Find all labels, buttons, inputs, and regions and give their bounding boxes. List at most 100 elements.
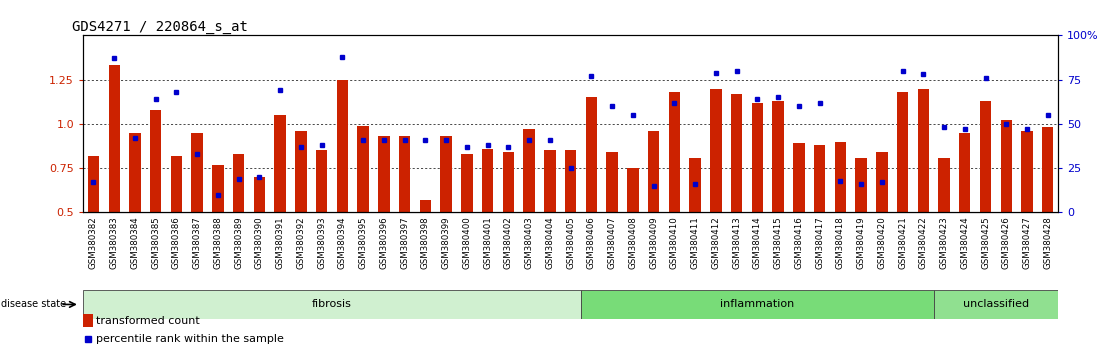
Text: GSM380409: GSM380409 [649, 216, 658, 269]
Bar [482, 149, 493, 212]
Text: GSM380408: GSM380408 [628, 216, 637, 269]
Text: GSM380396: GSM380396 [379, 216, 389, 269]
Bar [441, 136, 452, 212]
Text: disease state: disease state [1, 299, 66, 309]
Text: GSM380398: GSM380398 [421, 216, 430, 269]
Bar [1001, 120, 1012, 212]
Text: GSM380422: GSM380422 [919, 216, 927, 269]
Bar [934, 290, 1058, 319]
Text: GSM380424: GSM380424 [961, 216, 970, 269]
Bar [834, 142, 847, 212]
Text: GSM380421: GSM380421 [899, 216, 907, 269]
Text: GSM380388: GSM380388 [214, 216, 223, 269]
Bar [917, 88, 929, 212]
Text: GSM380383: GSM380383 [110, 216, 119, 269]
Bar [171, 156, 182, 212]
Bar [710, 88, 721, 212]
Text: transformed count: transformed count [96, 316, 201, 326]
Bar [979, 101, 992, 212]
Bar [751, 103, 763, 212]
Text: GSM380425: GSM380425 [981, 216, 991, 269]
Text: GSM380411: GSM380411 [690, 216, 699, 269]
Text: GSM380426: GSM380426 [1002, 216, 1010, 269]
Text: GSM380415: GSM380415 [773, 216, 782, 269]
Bar [1042, 127, 1054, 212]
Text: GSM380405: GSM380405 [566, 216, 575, 269]
Bar [150, 110, 162, 212]
Bar [523, 129, 535, 212]
Text: GSM380420: GSM380420 [878, 216, 886, 269]
Bar [689, 158, 700, 212]
Text: GSM380410: GSM380410 [670, 216, 679, 269]
Bar [627, 168, 638, 212]
Bar [83, 314, 93, 327]
Text: GSM380404: GSM380404 [545, 216, 554, 269]
Bar [378, 136, 390, 212]
Text: GSM380407: GSM380407 [607, 216, 617, 269]
Bar [855, 158, 866, 212]
Bar [648, 131, 659, 212]
Text: GSM380417: GSM380417 [815, 216, 824, 269]
Bar [606, 152, 618, 212]
Text: GSM380400: GSM380400 [462, 216, 471, 269]
Text: GSM380401: GSM380401 [483, 216, 492, 269]
Bar [420, 200, 431, 212]
Bar [814, 145, 825, 212]
Bar [275, 115, 286, 212]
Text: GSM380394: GSM380394 [338, 216, 347, 269]
Bar [130, 133, 141, 212]
Text: fibrosis: fibrosis [312, 299, 352, 309]
Bar [668, 92, 680, 212]
Text: GSM380403: GSM380403 [524, 216, 534, 269]
Bar [960, 133, 971, 212]
Bar [358, 126, 369, 212]
Bar [581, 290, 934, 319]
Text: percentile rank within the sample: percentile rank within the sample [96, 334, 285, 344]
Text: GSM380412: GSM380412 [711, 216, 720, 269]
Text: GSM380387: GSM380387 [193, 216, 202, 269]
Bar [896, 92, 909, 212]
Bar [316, 150, 327, 212]
Text: GSM380395: GSM380395 [359, 216, 368, 269]
Text: GSM380428: GSM380428 [1044, 216, 1053, 269]
Bar [399, 136, 410, 212]
Text: GSM380399: GSM380399 [442, 216, 451, 269]
Text: GSM380427: GSM380427 [1023, 216, 1032, 269]
Text: GSM380402: GSM380402 [504, 216, 513, 269]
Text: inflammation: inflammation [720, 299, 794, 309]
Text: GSM380406: GSM380406 [587, 216, 596, 269]
Bar [938, 158, 950, 212]
Bar [461, 154, 473, 212]
Text: GSM380419: GSM380419 [856, 216, 865, 269]
Text: GSM380413: GSM380413 [732, 216, 741, 269]
Bar [544, 150, 555, 212]
Bar [586, 97, 597, 212]
Text: GDS4271 / 220864_s_at: GDS4271 / 220864_s_at [72, 19, 248, 34]
Bar [337, 80, 348, 212]
Bar [1022, 131, 1033, 212]
Text: GSM380382: GSM380382 [89, 216, 98, 269]
Text: GSM380393: GSM380393 [317, 216, 326, 269]
Text: GSM380386: GSM380386 [172, 216, 181, 269]
Text: GSM380389: GSM380389 [234, 216, 243, 269]
Bar [83, 290, 581, 319]
Text: GSM380392: GSM380392 [297, 216, 306, 269]
Bar [793, 143, 804, 212]
Text: GSM380385: GSM380385 [151, 216, 161, 269]
Bar [213, 165, 224, 212]
Bar [295, 131, 307, 212]
Text: GSM380390: GSM380390 [255, 216, 264, 269]
Text: GSM380384: GSM380384 [131, 216, 140, 269]
Text: GSM380423: GSM380423 [940, 216, 948, 269]
Text: GSM380418: GSM380418 [835, 216, 844, 269]
Bar [772, 101, 783, 212]
Text: GSM380414: GSM380414 [752, 216, 762, 269]
Text: unclassified: unclassified [963, 299, 1029, 309]
Text: GSM380416: GSM380416 [794, 216, 803, 269]
Text: GSM380397: GSM380397 [400, 216, 409, 269]
Bar [192, 133, 203, 212]
Bar [565, 150, 576, 212]
Bar [109, 65, 120, 212]
Text: GSM380391: GSM380391 [276, 216, 285, 269]
Bar [88, 156, 100, 212]
